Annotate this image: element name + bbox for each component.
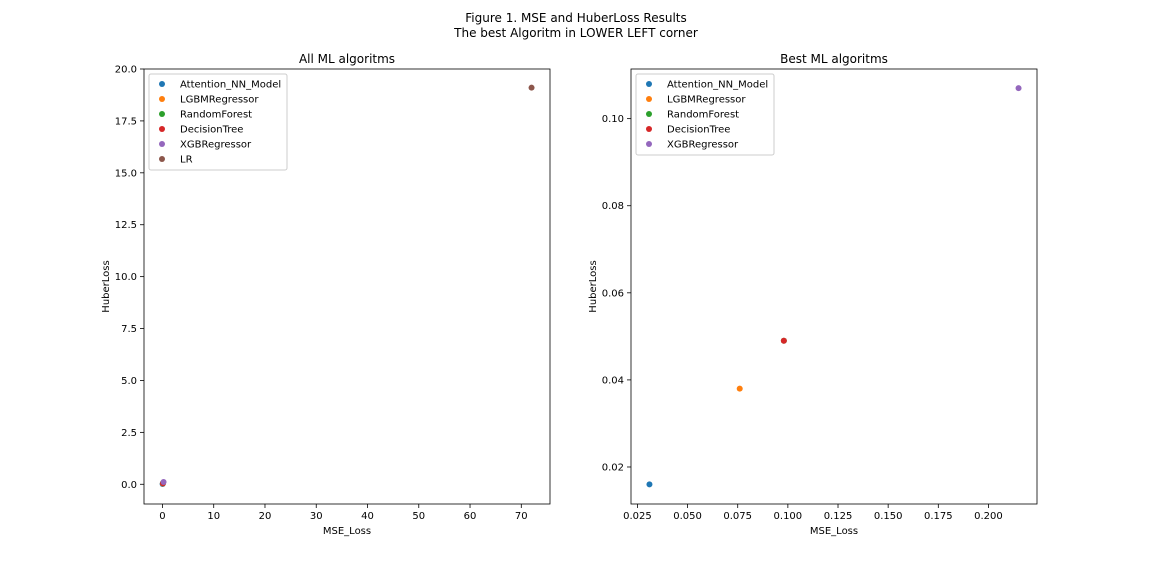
chart2-y-tick-label: 0.04 <box>602 375 624 386</box>
chart2-y-tick-label: 0.02 <box>602 462 624 473</box>
chart1-y-tick-label: 15.0 <box>115 168 137 179</box>
chart1-legend-label: LR <box>180 155 193 166</box>
chart2-x-tick-label: 0.150 <box>874 511 903 522</box>
chart2-legend-label: Attention_NN_Model <box>667 80 768 91</box>
chart2-point-xgbregressor <box>1015 85 1022 92</box>
chart1-y-tick-label: 5.0 <box>121 376 137 387</box>
chart2-plot-frame <box>630 68 1038 505</box>
chart2-y-tick-label: 0.06 <box>602 288 624 299</box>
chart2-y-tick-label: 0.08 <box>602 201 624 212</box>
chart2-x-tick-label: 0.025 <box>623 511 652 522</box>
chart1-y-axis-label: HuberLoss <box>101 260 112 312</box>
chart2-y-tick-label: 0.10 <box>602 114 624 125</box>
chart2-point-attention-nn-model <box>646 481 653 488</box>
chart2-legend <box>635 73 775 156</box>
chart2-x-tick-label: 0.050 <box>673 511 702 522</box>
chart1-plot-frame <box>143 68 551 505</box>
chart2-legend-marker <box>646 81 652 87</box>
chart2-legend-marker <box>646 126 652 132</box>
chart1-x-axis-label: MSE_Loss <box>323 526 371 537</box>
chart2-legend-label: RandomForest <box>667 110 739 121</box>
chart1-legend-label: RandomForest <box>180 110 252 121</box>
chart1-y-tick-label: 7.5 <box>121 324 137 335</box>
chart1-x-tick-label: 40 <box>361 511 374 522</box>
chart1-x-tick-label: 30 <box>310 511 323 522</box>
chart2-point-decisiontree <box>780 337 787 344</box>
chart1-legend-marker <box>159 126 165 132</box>
chart2-x-tick-label: 0.200 <box>974 511 1003 522</box>
chart1-point-lr <box>528 84 535 91</box>
chart1-legend-label: LGBMRegressor <box>180 95 259 106</box>
chart2-title: Best ML algoritms <box>780 52 888 66</box>
chart1-legend-marker <box>159 141 165 147</box>
chart1-legend-label: DecisionTree <box>180 125 243 136</box>
chart2-x-tick-label: 0.175 <box>924 511 953 522</box>
chart2-legend-label: DecisionTree <box>667 125 730 136</box>
chart1-x-tick-label: 0 <box>159 511 165 522</box>
chart1-y-tick-label: 20.0 <box>115 65 137 76</box>
chart2-x-tick-label: 0.075 <box>723 511 752 522</box>
chart2-legend-label: XGBRegressor <box>667 140 739 151</box>
chart2-legend-marker <box>646 141 652 147</box>
chart1-point-xgbregressor <box>160 479 167 486</box>
chart2-point-lgbmregressor <box>736 385 743 392</box>
chart1-y-tick-label: 0.0 <box>121 480 137 491</box>
chart1-y-tick-label: 10.0 <box>115 272 137 283</box>
chart1-legend-label: Attention_NN_Model <box>180 80 281 91</box>
chart1-x-tick-label: 50 <box>412 511 425 522</box>
chart2-legend-label: LGBMRegressor <box>667 95 746 106</box>
chart2-x-tick-label: 0.125 <box>824 511 853 522</box>
chart2-x-tick-label: 0.100 <box>774 511 803 522</box>
chart1-legend-marker <box>159 96 165 102</box>
chart1-x-tick-label: 70 <box>515 511 528 522</box>
figure-title: Figure 1. MSE and HuberLoss Results <box>465 11 687 25</box>
chart2-legend-marker <box>646 111 652 117</box>
chart1-legend-marker <box>159 111 165 117</box>
chart1-y-tick-label: 2.5 <box>121 428 137 439</box>
chart1-legend-label: XGBRegressor <box>180 140 252 151</box>
chart1-y-tick-label: 17.5 <box>115 116 137 127</box>
chart1-y-tick-label: 12.5 <box>115 220 137 231</box>
chart1-x-tick-label: 10 <box>207 511 220 522</box>
chart1-legend-marker <box>159 156 165 162</box>
chart1-x-tick-label: 20 <box>259 511 272 522</box>
figure-subtitle: The best Algoritm in LOWER LEFT corner <box>454 26 698 40</box>
chart1-legend-marker <box>159 81 165 87</box>
chart2-y-axis-label: HuberLoss <box>588 260 599 312</box>
chart1-legend <box>148 73 288 171</box>
chart2-legend-marker <box>646 96 652 102</box>
chart1-x-tick-label: 60 <box>464 511 477 522</box>
chart1-title: All ML algoritms <box>299 52 395 66</box>
chart2-x-axis-label: MSE_Loss <box>810 526 858 537</box>
